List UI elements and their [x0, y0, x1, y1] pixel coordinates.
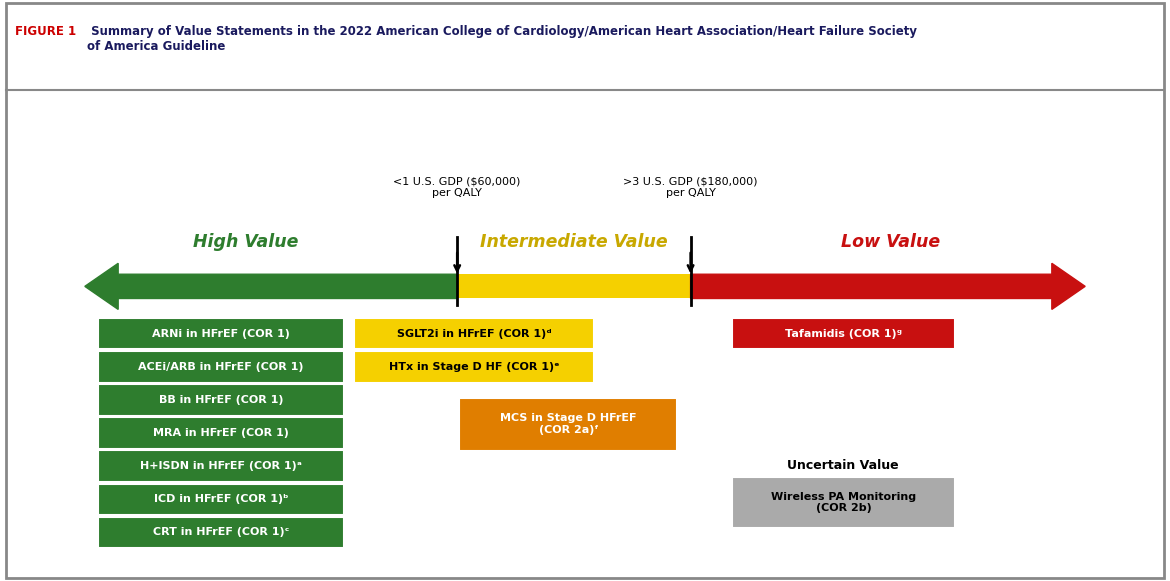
FancyBboxPatch shape — [353, 318, 594, 349]
Text: High Value: High Value — [193, 233, 298, 251]
Text: MCS in Stage D HFrEF
(COR 2a)ᶠ: MCS in Stage D HFrEF (COR 2a)ᶠ — [500, 414, 636, 435]
FancyBboxPatch shape — [98, 450, 344, 482]
FancyBboxPatch shape — [98, 384, 344, 415]
FancyBboxPatch shape — [460, 397, 677, 451]
FancyArrow shape — [84, 263, 457, 310]
Text: ARNi in HFrEF (COR 1): ARNi in HFrEF (COR 1) — [152, 329, 290, 339]
Text: Low Value: Low Value — [841, 233, 941, 251]
Bar — [457, 274, 690, 299]
Text: >3 U.S. GDP ($180,000)
per QALY: >3 U.S. GDP ($180,000) per QALY — [624, 177, 758, 198]
FancyBboxPatch shape — [98, 351, 344, 382]
FancyBboxPatch shape — [98, 318, 344, 349]
FancyBboxPatch shape — [98, 517, 344, 548]
Text: <1 U.S. GDP ($60,000)
per QALY: <1 U.S. GDP ($60,000) per QALY — [393, 177, 521, 198]
FancyBboxPatch shape — [731, 318, 955, 349]
Text: Wireless PA Monitoring
(COR 2b): Wireless PA Monitoring (COR 2b) — [771, 492, 916, 513]
FancyBboxPatch shape — [353, 351, 594, 382]
FancyBboxPatch shape — [731, 477, 955, 528]
Text: Intermediate Value: Intermediate Value — [480, 233, 668, 251]
FancyBboxPatch shape — [98, 483, 344, 515]
Text: HTx in Stage D HF (COR 1)ᵉ: HTx in Stage D HF (COR 1)ᵉ — [388, 362, 559, 372]
Text: ACEi/ARB in HFrEF (COR 1): ACEi/ARB in HFrEF (COR 1) — [138, 362, 304, 372]
Text: ICD in HFrEF (COR 1)ᵇ: ICD in HFrEF (COR 1)ᵇ — [153, 494, 288, 504]
Text: CRT in HFrEF (COR 1)ᶜ: CRT in HFrEF (COR 1)ᶜ — [153, 528, 289, 537]
FancyBboxPatch shape — [98, 417, 344, 449]
Text: SGLT2i in HFrEF (COR 1)ᵈ: SGLT2i in HFrEF (COR 1)ᵈ — [397, 329, 551, 339]
Text: MRA in HFrEF (COR 1): MRA in HFrEF (COR 1) — [153, 428, 289, 438]
FancyArrow shape — [690, 263, 1086, 310]
Text: H+ISDN in HFrEF (COR 1)ᵃ: H+ISDN in HFrEF (COR 1)ᵃ — [140, 461, 302, 471]
Text: FIGURE 1: FIGURE 1 — [15, 25, 76, 38]
Text: Uncertain Value: Uncertain Value — [787, 458, 899, 472]
Text: BB in HFrEF (COR 1): BB in HFrEF (COR 1) — [159, 395, 283, 405]
Text: Tafamidis (COR 1)ᵍ: Tafamidis (COR 1)ᵍ — [785, 329, 902, 339]
Text: Summary of Value Statements in the 2022 American College of Cardiology/American : Summary of Value Statements in the 2022 … — [87, 25, 916, 53]
